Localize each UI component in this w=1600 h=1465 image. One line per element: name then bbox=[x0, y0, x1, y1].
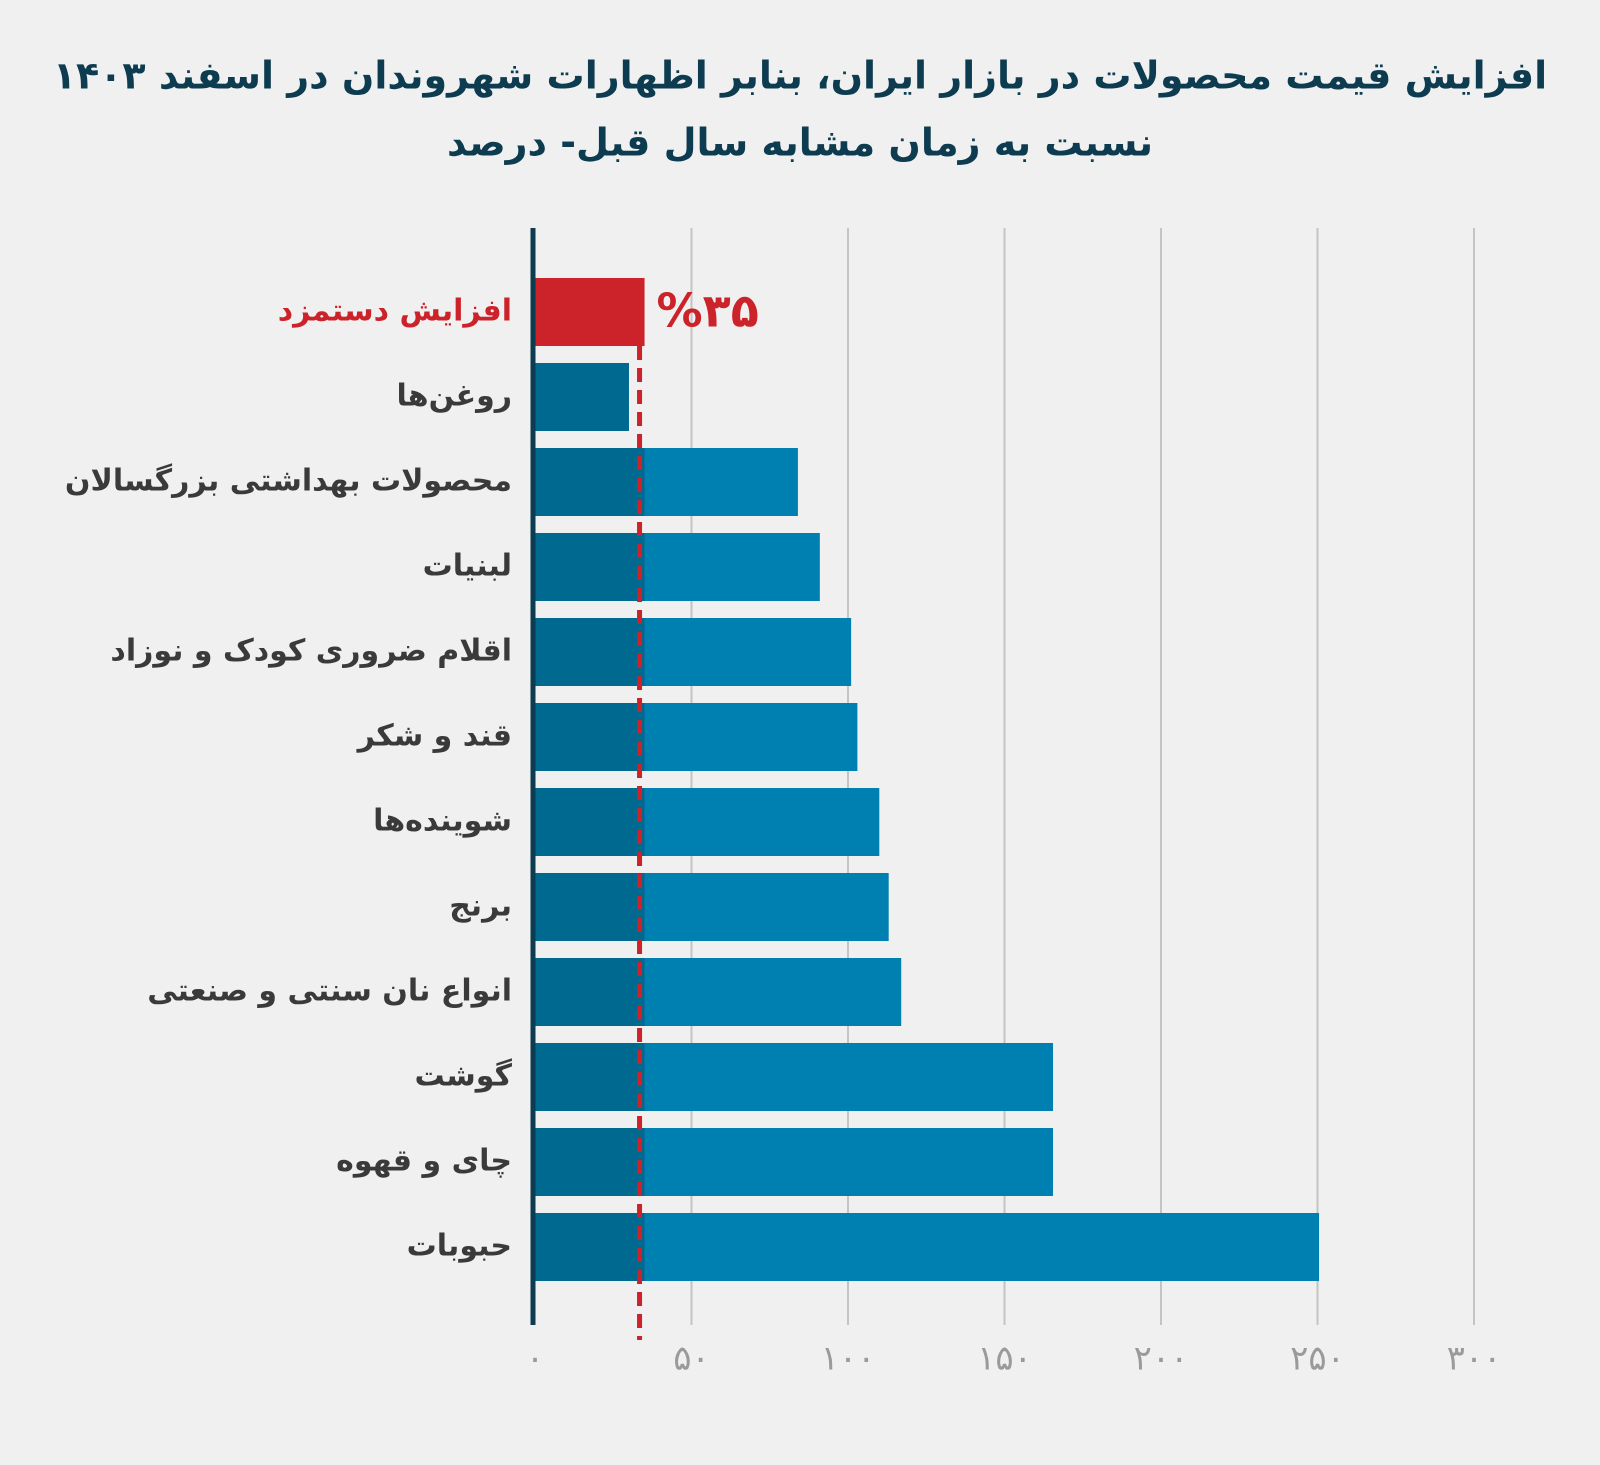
y-tick-label: قند و شکر bbox=[356, 719, 512, 754]
bar bbox=[535, 1213, 1320, 1281]
x-tick-label: ۳۰۰ bbox=[1447, 1339, 1502, 1379]
y-tick-label: شوینده‌ها bbox=[373, 804, 512, 839]
y-tick-label: انواع نان سنتی و صنعتی bbox=[147, 974, 512, 1009]
x-tick-label: ۲۰۰ bbox=[1134, 1339, 1189, 1379]
value-label: %۳۵ bbox=[657, 284, 759, 338]
y-tick-label: محصولات بهداشتی بزرگسالان bbox=[65, 463, 512, 499]
below-wage-shade bbox=[535, 873, 645, 941]
x-tick-label: ۰ bbox=[526, 1339, 544, 1379]
y-tick-label: لبنیات bbox=[423, 549, 512, 584]
y-tick-label: حبوبات bbox=[407, 1229, 512, 1264]
below-wage-shade bbox=[535, 363, 629, 431]
x-tick-label: ۱۵۰ bbox=[977, 1339, 1032, 1379]
below-wage-shade bbox=[535, 1213, 645, 1281]
y-tick-label: چای و قهوه bbox=[336, 1144, 512, 1179]
below-wage-shade bbox=[535, 448, 645, 516]
x-tick-label: ۵۰ bbox=[673, 1339, 710, 1379]
below-wage-shade bbox=[535, 958, 645, 1026]
below-wage-shade bbox=[535, 703, 645, 771]
below-wage-shade bbox=[535, 788, 645, 856]
bar bbox=[535, 278, 645, 346]
y-tick-label: اقلام ضروری کودک و نوزاد bbox=[110, 634, 512, 669]
x-tick-label: ۱۰۰ bbox=[821, 1339, 876, 1379]
below-wage-shade bbox=[535, 1043, 645, 1111]
y-tick-label: گوشت bbox=[414, 1058, 512, 1094]
chart-title: نسبت به زمان مشابه سال قبل- درصد bbox=[447, 121, 1153, 165]
below-wage-shade bbox=[535, 533, 645, 601]
chart-title: افزایش قیمت محصولات در بازار ایران، بناب… bbox=[53, 54, 1547, 99]
below-wage-shade bbox=[535, 618, 645, 686]
below-wage-shade bbox=[535, 1128, 645, 1196]
y-tick-label: روغن‌ها bbox=[397, 379, 512, 414]
y-tick-label: افزایش دستمزد bbox=[278, 294, 512, 329]
y-tick-label: برنج bbox=[449, 889, 512, 924]
x-tick-label: ۲۵۰ bbox=[1290, 1339, 1345, 1379]
